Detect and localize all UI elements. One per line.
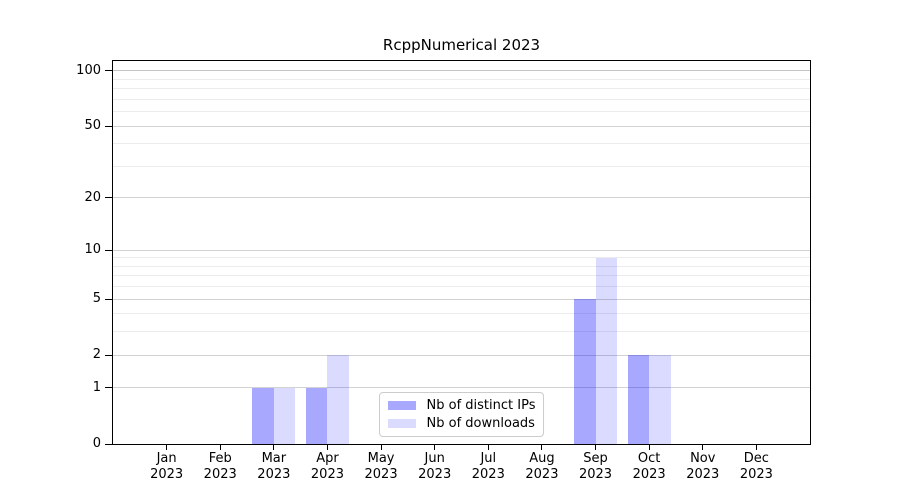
x-tick-label-jan: Jan 2023: [150, 451, 184, 482]
legend: Nb of distinct IPs Nb of downloads: [378, 392, 545, 437]
gridline-minor-6: [113, 286, 810, 288]
gridline-minor-4: [113, 313, 810, 315]
legend-label: Nb of distinct IPs: [426, 398, 536, 413]
x-tick-dec: [755, 444, 757, 450]
gridline-minor-80: [113, 88, 810, 90]
gridline-minor-70: [113, 98, 810, 100]
x-tick-label-dec: Dec 2023: [739, 451, 773, 482]
x-tick-sep: [595, 444, 597, 450]
bar-nb-of-downloads-apr: [327, 355, 349, 444]
gridline-minor-3: [113, 331, 810, 333]
x-tick-label-mar: Mar 2023: [257, 451, 291, 482]
x-tick-oct: [648, 444, 650, 450]
gridline-major-2: [113, 354, 810, 356]
bar-nb-of-downloads-sep: [595, 257, 618, 444]
x-tick-aug: [541, 444, 543, 450]
x-tick-label-oct: Oct 2023: [632, 451, 666, 482]
gridline-major-10: [113, 249, 810, 251]
x-tick-label-apr: Apr 2023: [310, 451, 344, 482]
x-tick-label-sep: Sep 2023: [578, 451, 613, 482]
gridline-minor-90: [113, 78, 810, 80]
gridline-major-20: [113, 197, 810, 199]
bar-nb-of-downloads-mar: [273, 387, 296, 444]
x-tick-label-feb: Feb 2023: [203, 451, 237, 482]
legend-swatch-icon: [387, 419, 416, 428]
x-tick-apr: [326, 444, 328, 450]
legend-entry-nb-of-downloads: Nb of downloads: [387, 416, 536, 431]
gridline-major-1: [113, 387, 810, 389]
gridline-minor-9: [113, 257, 810, 259]
x-tick-feb: [219, 444, 221, 450]
y-tick-5: [105, 298, 112, 300]
y-tick-label-100: 100: [76, 62, 101, 78]
y-tick-10: [105, 249, 112, 251]
gridline-major-100: [113, 70, 810, 72]
y-tick-label-0: 0: [92, 436, 101, 451]
legend-label: Nb of downloads: [426, 416, 535, 431]
bar-nb-of-distinct-ips-oct: [627, 355, 650, 444]
y-tick-50: [105, 125, 112, 127]
gridline-minor-60: [113, 111, 810, 113]
bar-nb-of-distinct-ips-mar: [252, 387, 274, 444]
x-tick-label-jul: Jul 2023: [471, 451, 505, 482]
y-tick-1: [105, 387, 112, 389]
x-tick-jul: [487, 444, 489, 450]
y-tick-label-50: 50: [84, 118, 101, 134]
x-tick-may: [380, 444, 382, 450]
x-tick-nov: [702, 444, 704, 450]
gridline-major-50: [113, 125, 810, 127]
y-tick-label-10: 10: [84, 242, 101, 258]
x-tick-label-jun: Jun 2023: [418, 451, 452, 482]
bar-nb-of-downloads-oct: [649, 355, 671, 444]
x-tick-label-nov: Nov 2023: [686, 451, 720, 482]
x-tick-label-may: May 2023: [364, 451, 398, 482]
y-tick-label-20: 20: [84, 189, 101, 205]
gridline-major-5: [113, 298, 810, 300]
y-tick-100: [105, 70, 112, 72]
y-tick-label-2: 2: [92, 347, 101, 363]
y-tick-0: [105, 443, 112, 445]
x-tick-jan: [166, 444, 168, 450]
chart-title: RcppNumerical 2023: [382, 36, 541, 54]
legend-entry-nb-of-distinct-ips: Nb of distinct IPs: [387, 398, 536, 413]
y-tick-label-5: 5: [92, 291, 101, 307]
x-tick-jun: [434, 444, 436, 450]
x-tick-label-aug: Aug 2023: [525, 451, 559, 482]
gridline-minor-40: [113, 143, 810, 145]
legend-swatch-icon: [387, 401, 416, 410]
x-tick-mar: [273, 444, 275, 450]
gridline-minor-30: [113, 165, 810, 167]
y-tick-label-1: 1: [92, 379, 101, 395]
gridline-minor-7: [113, 275, 810, 277]
y-tick-2: [105, 354, 112, 356]
gridline-minor-8: [113, 265, 810, 267]
bar-nb-of-distinct-ips-apr: [305, 387, 328, 444]
y-tick-20: [105, 197, 112, 199]
bar-nb-of-distinct-ips-sep: [574, 299, 596, 444]
